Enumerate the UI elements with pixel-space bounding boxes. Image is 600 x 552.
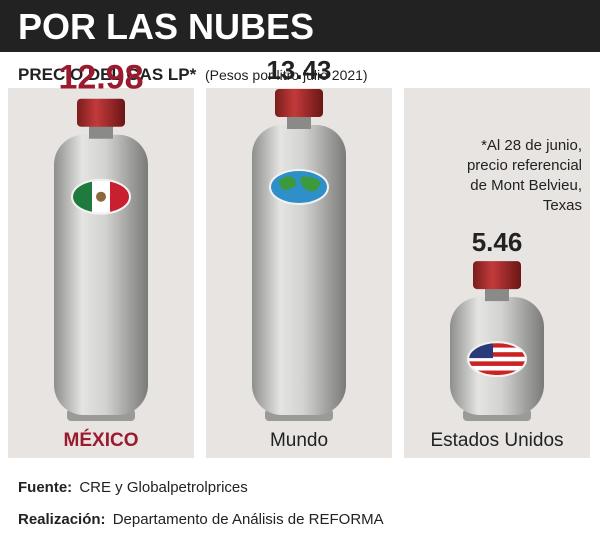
chart-title: POR LAS NUBES (18, 6, 314, 47)
stripe (469, 361, 525, 366)
value-label: 13.43 (266, 55, 331, 85)
credit-label: Realización: (18, 511, 106, 528)
land (279, 176, 321, 192)
cylinder (54, 98, 148, 421)
value-label: 5.46 (472, 227, 523, 257)
subtitle-note: (Pesos por litro julio 2021) (205, 67, 368, 83)
value-label: 12.98 (58, 59, 143, 97)
valve-collar (485, 287, 509, 302)
category-label: MÉXICO (64, 429, 139, 451)
note: Texas (543, 197, 582, 214)
badge-ring (467, 341, 527, 378)
cylinder (450, 261, 544, 421)
note: precio referencial (467, 157, 582, 174)
stripe (110, 180, 129, 213)
subtitle-main: PRECIO DEL GAS LP* (18, 65, 197, 84)
stripe (73, 180, 92, 213)
note: *Al 28 de junio, (481, 137, 582, 154)
category-label: Mundo (270, 430, 328, 451)
valve-collar (89, 124, 113, 139)
stripe (469, 370, 525, 376)
stripe (469, 343, 525, 348)
credit-line: Realización: Departamento de Análisis de… (18, 511, 384, 528)
valve-cap (275, 89, 323, 117)
source-label: Fuente: (18, 479, 72, 496)
bar (54, 134, 148, 416)
bar (252, 125, 346, 415)
valve-collar (287, 115, 311, 129)
source-line: Fuente: CRE y Globalpetrolprices (18, 479, 248, 496)
cylinder (252, 89, 346, 421)
valve-cap (77, 98, 125, 127)
stripe (469, 347, 525, 353)
credit: Departamento de Análisis de REFORMA (113, 511, 384, 528)
flag (73, 180, 129, 213)
note: de Mont Belvieu, (470, 177, 582, 194)
source: CRE y Globalpetrolprices (79, 479, 247, 496)
stripe (469, 365, 525, 371)
category-label: Estados Unidos (430, 430, 563, 451)
flag (469, 343, 525, 376)
stripe (469, 356, 525, 362)
badge-ring (71, 178, 131, 215)
valve-cap (473, 261, 521, 290)
subtitle: PRECIO DEL GAS LP* (Pesos por litro juli… (18, 65, 368, 84)
stripe (469, 352, 525, 357)
badge-ring (269, 169, 329, 205)
header-bar (0, 0, 600, 52)
emblem (96, 191, 106, 202)
